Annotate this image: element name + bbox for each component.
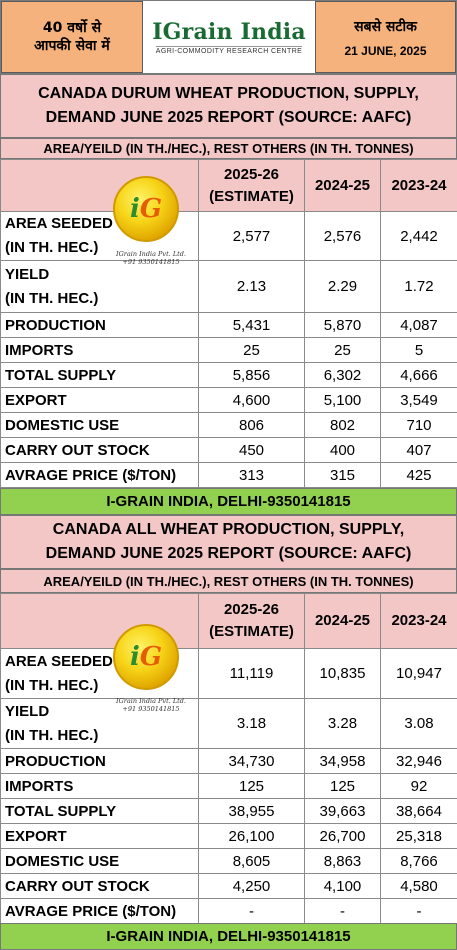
allwheat-units-subheader: AREA/YEILD (IN TH./HEC.), REST OTHERS (I… bbox=[0, 569, 457, 593]
durum-units-subheader: AREA/YEILD (IN TH./HEC.), REST OTHERS (I… bbox=[0, 138, 457, 159]
igrain-logo-badge-2: iG bbox=[113, 624, 179, 690]
allwheat-col-2025: 2025-26 (ESTIMATE) bbox=[198, 593, 305, 649]
header-right-line1: सबसे सटीक bbox=[354, 18, 417, 35]
table-row: AREA SEEDED (IN TH. HEC.) 11,119 10,835 1… bbox=[0, 648, 457, 699]
table-row: CARRY OUT STOCK 450 400 407 bbox=[0, 437, 457, 463]
table-row: DOMESTIC USE 806 802 710 bbox=[0, 412, 457, 438]
table-row: AVRAGE PRICE ($/TON) - - - bbox=[0, 898, 457, 924]
table-row: PRODUCTION 34,730 34,958 32,946 bbox=[0, 748, 457, 774]
allwheat-header-row: 2025-26 (ESTIMATE) 2024-25 2023-24 bbox=[0, 593, 457, 649]
page-header: 40 वर्षो से आपकी सेवा में IGrain India A… bbox=[0, 0, 457, 74]
allwheat-col-2023: 2023-24 bbox=[380, 593, 457, 649]
logo-caption-2: IGrain India Pvt. Ltd. +91 9350141815 bbox=[116, 697, 186, 713]
brand-tagline: AGRI-COMMODITY RESEARCH CENTRE bbox=[155, 46, 303, 55]
durum-col-2024: 2024-25 bbox=[304, 159, 381, 212]
table-row: TOTAL SUPPLY 38,955 39,663 38,664 bbox=[0, 798, 457, 824]
table-row: YIELD (IN TH. HEC.) 2.13 2.29 1.72 bbox=[0, 260, 457, 313]
brand-name: IGrain India bbox=[152, 19, 306, 45]
table-row: TOTAL SUPPLY 5,856 6,302 4,666 bbox=[0, 362, 457, 388]
table-row: AVRAGE PRICE ($/TON) 313 315 425 bbox=[0, 462, 457, 488]
table-row: EXPORT 26,100 26,700 25,318 bbox=[0, 823, 457, 849]
durum-title-line1: CANADA DURUM WHEAT PRODUCTION, SUPPLY, bbox=[38, 85, 419, 102]
table-row: EXPORT 4,600 5,100 3,549 bbox=[0, 387, 457, 413]
table-row: IMPORTS 25 25 5 bbox=[0, 337, 457, 363]
durum-col-2023: 2023-24 bbox=[380, 159, 457, 212]
durum-col-2025: 2025-26 (ESTIMATE) bbox=[198, 159, 305, 212]
allwheat-col-2024: 2024-25 bbox=[304, 593, 381, 649]
durum-table: 2025-26 (ESTIMATE) 2024-25 2023-24 AREA S… bbox=[0, 159, 457, 488]
table-row: CARRY OUT STOCK 4,250 4,100 4,580 bbox=[0, 873, 457, 899]
allwheat-title-line1: CANADA ALL WHEAT PRODUCTION, SUPPLY, bbox=[52, 521, 405, 538]
durum-title-line2: DEMAND JUNE 2025 REPORT (SOURCE: AAFC) bbox=[45, 109, 412, 126]
durum-header-row: 2025-26 (ESTIMATE) 2024-25 2023-24 bbox=[0, 159, 457, 212]
table-row: IMPORTS 125 125 92 bbox=[0, 773, 457, 799]
allwheat-title: CANADA ALL WHEAT PRODUCTION, SUPPLY, DEM… bbox=[0, 515, 457, 569]
logo-caption: IGrain India Pvt. Ltd. +91 9350141815 bbox=[116, 250, 186, 266]
table-row: DOMESTIC USE 8,605 8,863 8,766 bbox=[0, 848, 457, 874]
allwheat-title-line2: DEMAND JUNE 2025 REPORT (SOURCE: AAFC) bbox=[45, 545, 412, 562]
allwheat-table: 2025-26 (ESTIMATE) 2024-25 2023-24 AREA S… bbox=[0, 593, 457, 924]
allwheat-footer: I-GRAIN INDIA, DELHI-9350141815 bbox=[0, 923, 457, 950]
igrain-logo-badge: iG bbox=[113, 176, 179, 242]
durum-title: CANADA DURUM WHEAT PRODUCTION, SUPPLY, D… bbox=[0, 74, 457, 138]
table-row: YIELD (IN TH. HEC.) 3.18 3.28 3.08 bbox=[0, 698, 457, 749]
report-date: 21 JUNE, 2025 bbox=[344, 43, 427, 58]
header-left-line2: आपकी सेवा में bbox=[34, 38, 110, 54]
header-left-line1: 40 वर्षो से bbox=[42, 20, 102, 36]
table-row: PRODUCTION 5,431 5,870 4,087 bbox=[0, 312, 457, 338]
table-row: AREA SEEDED (IN TH. HEC.) 2,577 2,576 2,4… bbox=[0, 211, 457, 261]
header-left-badge: 40 वर्षो से आपकी सेवा में bbox=[1, 1, 143, 73]
brand-logo: IGrain India AGRI-COMMODITY RESEARCH CEN… bbox=[143, 1, 315, 73]
durum-footer: I-GRAIN INDIA, DELHI-9350141815 bbox=[0, 488, 457, 515]
header-right-badge: सबसे सटीक 21 JUNE, 2025 bbox=[315, 1, 456, 73]
